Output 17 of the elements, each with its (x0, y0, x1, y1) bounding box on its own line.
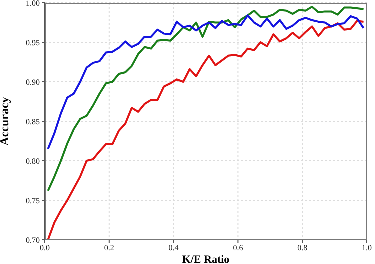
x-tick-label: 0.6 (233, 244, 244, 253)
y-tick-label: 0.80 (26, 156, 40, 166)
line-series (47, 6, 365, 192)
x-tick-label: 0.8 (298, 244, 308, 253)
line-series (47, 14, 365, 150)
y-tick-label: 0.75 (26, 196, 40, 206)
y-tick-label: 0.90 (26, 78, 40, 87)
x-axis-title: K/E Ratio (182, 254, 230, 264)
x-tick-label: 0.0 (40, 244, 50, 253)
x-tick-label: 0.4 (168, 244, 179, 253)
x-tick-label: 1.0 (362, 244, 372, 253)
y-tick-label: 0.85 (26, 117, 40, 126)
y-tick-label: 0.95 (26, 38, 40, 48)
y-axis-title: Accuracy (0, 97, 12, 146)
y-tick-label: 1.00 (26, 0, 40, 8)
y-tick-label: 0.70 (26, 236, 40, 245)
x-tick-label: 0.2 (104, 244, 114, 253)
